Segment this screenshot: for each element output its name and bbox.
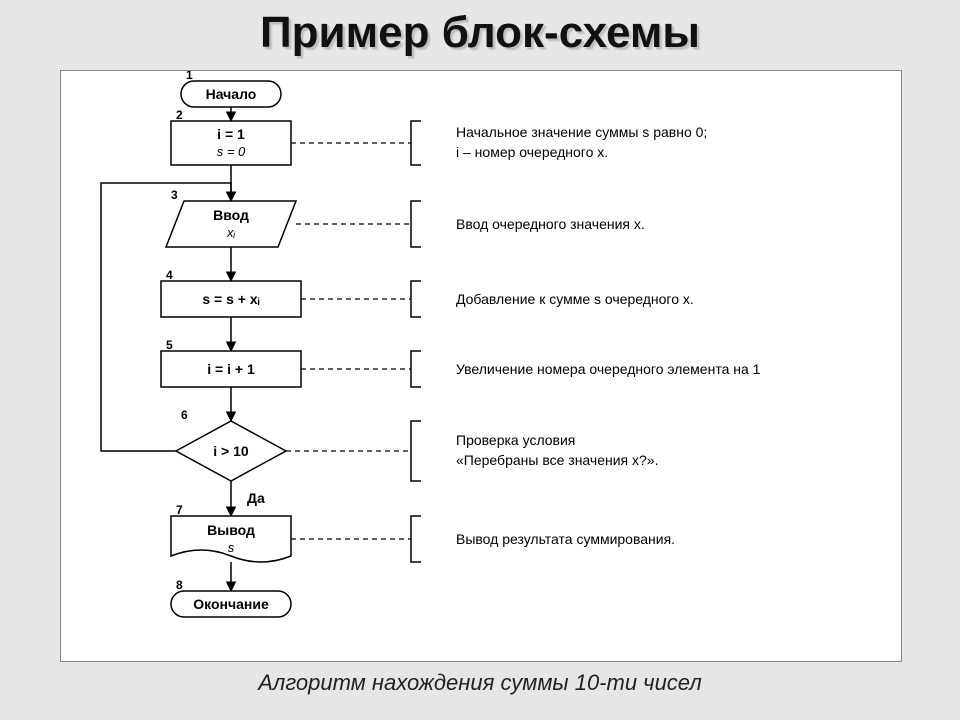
anno-text: Вывод результата суммирования. [456, 531, 675, 547]
node-number: 7 [176, 503, 183, 517]
node-label: s [228, 540, 235, 555]
anno-bracket [411, 201, 421, 247]
anno-text: Проверка условия [456, 432, 575, 448]
node-label: Вывод [207, 522, 255, 538]
node-label: Начало [206, 86, 257, 102]
node-number: 5 [166, 338, 173, 352]
node-label: Окончание [193, 596, 269, 612]
anno-bracket [411, 281, 421, 317]
anno-bracket [411, 421, 421, 481]
node-number: 2 [176, 108, 183, 122]
anno-bracket [411, 121, 421, 165]
anno-text: Добавление к сумме s очередного x. [456, 291, 694, 307]
node-number: 6 [181, 408, 188, 422]
node-label: xᵢ [226, 225, 236, 240]
anno-text: Ввод очередного значения x. [456, 216, 645, 232]
anno-text: Начальное значение суммы s равно 0; [456, 124, 707, 140]
flowchart-svg: Да 1 Начало 2 i = 1 s = 0 3 Ввод xᵢ 4 s = s + xᵢ 5 i… [61, 71, 901, 661]
anno-text: «Перебраны все значения x?». [456, 452, 658, 468]
flowchart-canvas: Да 1 Начало 2 i = 1 s = 0 3 Ввод xᵢ 4 s = s + xᵢ 5 i… [60, 70, 902, 662]
anno-text: Увеличение номера очередного элемента на… [456, 361, 761, 377]
node-number: 4 [166, 268, 173, 282]
node-number: 3 [171, 188, 178, 202]
anno-bracket [411, 516, 421, 562]
node-number: 8 [176, 578, 183, 592]
caption: Алгоритм нахождения суммы 10-ти чисел [0, 670, 960, 696]
node-label: i = i + 1 [207, 361, 255, 377]
node-label: Ввод [213, 207, 249, 223]
edge-label: Да [247, 490, 265, 506]
node-label: s = s + xᵢ [202, 291, 259, 307]
anno-text: i – номер очередного x. [456, 144, 608, 160]
anno-bracket [411, 351, 421, 387]
page-title: Пример блок-схемы [0, 8, 960, 58]
node-label: i = 1 [217, 126, 245, 142]
node-label: s = 0 [217, 144, 246, 159]
node-label: i > 10 [213, 443, 249, 459]
node-number: 1 [186, 71, 193, 82]
